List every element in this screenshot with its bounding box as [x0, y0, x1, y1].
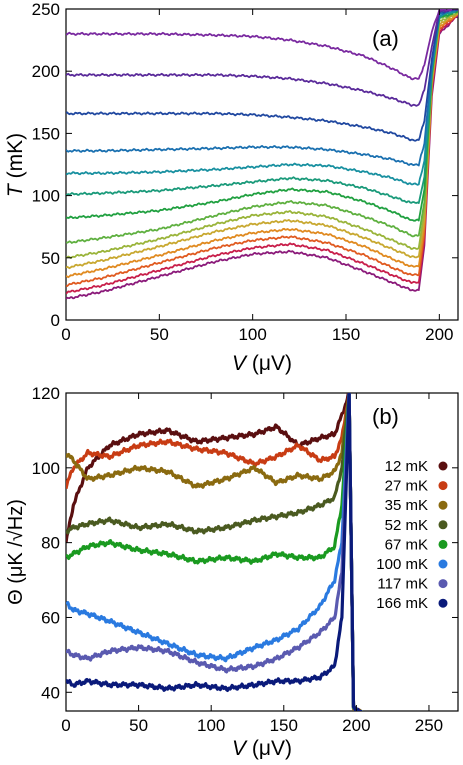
- series-line-a-3: [66, 13, 458, 279]
- panel-b: 0 50 100 150 200 250 40 60 80 100 120 12 mK 27 mK 3…: [5, 384, 459, 760]
- x-tick-label: 100: [238, 325, 266, 344]
- series-group-a: [66, 9, 458, 300]
- x-tick-label: 250: [415, 716, 443, 735]
- y-tick-label: 120: [32, 384, 60, 403]
- plot-frame-a: [65, 8, 459, 321]
- series-line-a-1: [66, 14, 458, 295]
- legend-marker: [438, 539, 448, 549]
- y-tick-label: 60: [41, 608, 60, 627]
- series-line-a-2: [66, 12, 458, 288]
- legend-label: 166 mK: [376, 595, 428, 612]
- y-tick-label: 100: [32, 459, 60, 478]
- series-line-a-0: [66, 14, 458, 300]
- series-line-b-6: [66, 393, 362, 711]
- x-ticks-a: 0 50 100 150 200: [61, 9, 454, 344]
- y-tick-label: 40: [41, 683, 60, 702]
- y-ticks-a: 0 50 100 150 200 250: [32, 0, 458, 330]
- legend-marker: [438, 598, 448, 608]
- y-axis-label-b: Θ (μK /√Hz): [5, 499, 27, 605]
- y-tick-label: 100: [32, 187, 60, 206]
- y-tick-label: 50: [41, 249, 60, 268]
- x-axis-label-b: V (μV): [232, 737, 292, 760]
- series-line-b-5: [66, 393, 361, 711]
- x-ticks-b: 0 50 100 150 200 250: [61, 393, 443, 735]
- series-line-b-7: [66, 393, 363, 711]
- x-tick-label: 50: [129, 716, 148, 735]
- x-tick-label: 150: [270, 716, 298, 735]
- legend-label: 12 mK: [385, 458, 428, 475]
- legend-marker: [438, 579, 448, 589]
- series-line-a-4: [66, 12, 458, 270]
- series-line-a-7: [66, 10, 458, 222]
- x-tick-label: 50: [150, 325, 169, 344]
- y-ticks-b: 40 60 80 100 120: [32, 384, 458, 702]
- x-tick-label: 0: [61, 325, 70, 344]
- series-group-b: [66, 393, 366, 711]
- legend-marker: [438, 520, 448, 530]
- legend-label: 117 mK: [377, 576, 428, 593]
- series-line-b-1: [66, 393, 362, 711]
- series-line-a-10: [66, 9, 458, 167]
- x-tick-label: 150: [332, 325, 360, 344]
- legend-marker: [438, 559, 448, 569]
- y-axis-label-a: T (mK): [4, 133, 27, 197]
- x-axis-label-a: V (μV): [232, 352, 292, 375]
- y-tick-label: 250: [32, 0, 60, 19]
- series-line-a-6: [66, 10, 458, 244]
- legend-label: 67 mK: [385, 536, 428, 553]
- series-line-b-4: [66, 393, 366, 711]
- legend-marker: [438, 481, 448, 491]
- legend-marker: [438, 500, 448, 510]
- legend-b: 12 mK 27 mK 35 mK 52 mK 67 mK 100 mK 117 mK 166…: [376, 458, 448, 612]
- x-tick-label: 200: [425, 325, 453, 344]
- x-tick-label: 200: [342, 716, 370, 735]
- series-line-b-3: [66, 393, 365, 711]
- series-line-a-12: [66, 9, 458, 107]
- y-tick-label: 80: [41, 534, 60, 553]
- legend-label: 35 mK: [385, 497, 428, 514]
- series-line-a-11: [66, 9, 458, 142]
- series-line-a-8: [66, 9, 458, 205]
- legend-label: 27 mK: [385, 478, 428, 495]
- y-tick-label: 200: [32, 62, 60, 81]
- panel-label-a: (a): [372, 26, 399, 51]
- series-line-a-9: [66, 9, 458, 186]
- panel-label-b: (b): [372, 404, 399, 429]
- series-line-a-5: [66, 11, 458, 259]
- legend-marker: [438, 461, 448, 471]
- series-line-b-0: [66, 393, 361, 711]
- y-tick-label: 150: [32, 124, 60, 143]
- y-tick-label: 0: [51, 311, 60, 330]
- series-line-b-2: [66, 393, 363, 711]
- legend-label: 52 mK: [385, 517, 428, 534]
- series-line-a-13: [66, 9, 458, 81]
- plot-frame-b: [65, 392, 459, 712]
- x-tick-label: 100: [197, 716, 225, 735]
- x-tick-label: 0: [61, 716, 70, 735]
- legend-label: 100 mK: [376, 556, 428, 573]
